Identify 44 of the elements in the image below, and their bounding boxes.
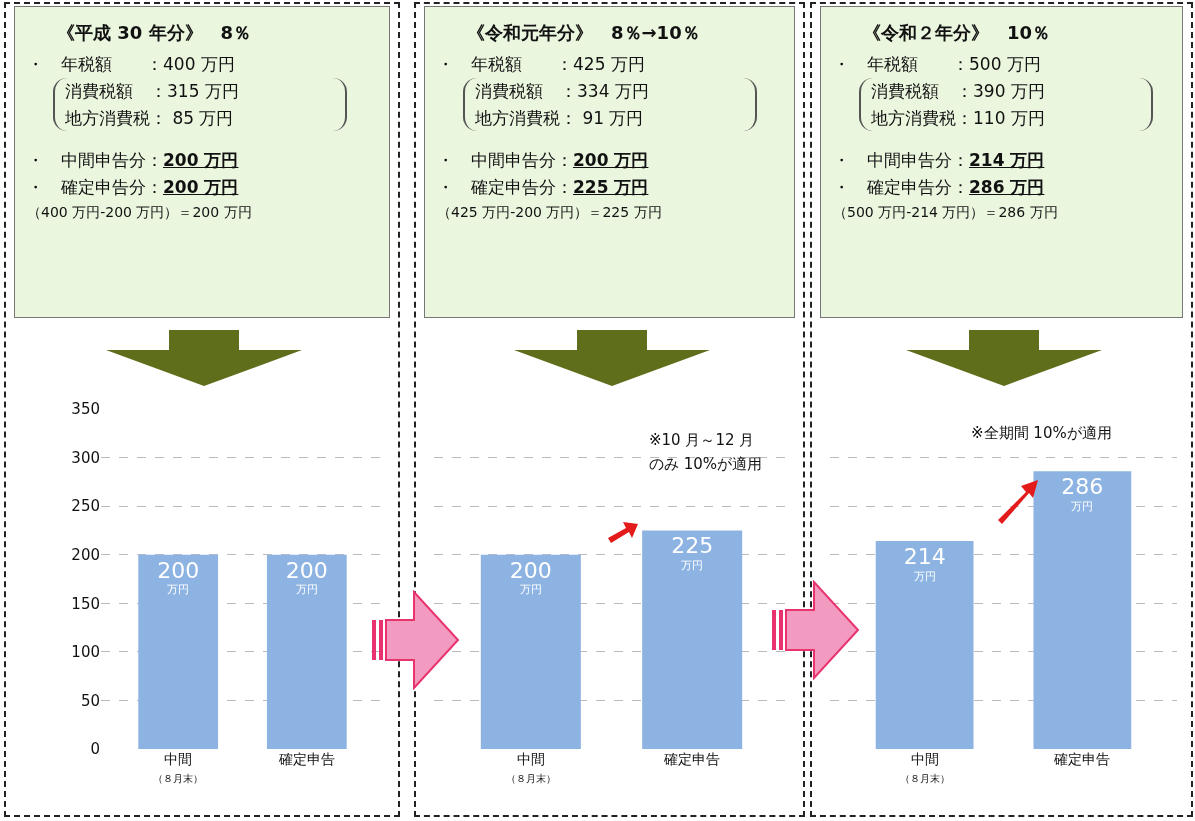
text: ・ 年税額 ：400 万円 [27, 53, 236, 76]
chart-title: 《平成 30 年分》 8％ [57, 21, 253, 45]
text: ・ 確定申告分：200 万円 [27, 176, 240, 199]
y-tick-label: 250 [71, 497, 100, 516]
text: 消費税額 ：390 万円 [871, 80, 1046, 103]
x-tick-label: 確定申告 [1053, 751, 1111, 767]
x-tick-label: 中間（８月末） [153, 751, 204, 785]
text: 地方消費税：110 万円 [871, 107, 1046, 130]
data-label: 200 万円 [509, 557, 552, 597]
data-label: 200 万円 [157, 557, 200, 597]
text: ・ 年税額 ：425 万円 [437, 53, 646, 76]
text: 消費税額 ：315 万円 [65, 80, 240, 103]
data-label: 286 万円 [1061, 474, 1104, 513]
x-tick-label: 確定申告 [663, 751, 721, 767]
x-tick-label: 確定申告 [277, 751, 335, 767]
y-tick-label: 100 [71, 643, 100, 662]
chart-title: 《令和元年分》 8％→10％ [467, 21, 701, 45]
text: 地方消費税： 85 万円 [65, 107, 235, 130]
y-tick-label: 150 [71, 594, 100, 613]
text: （425 万円-200 万円）＝225 万円 [437, 204, 663, 222]
y-tick-label: 0 [90, 740, 100, 759]
y-tick-label: 50 [80, 691, 100, 710]
text: ・ 中間申告分：214 万円 [833, 149, 1046, 172]
text: ・ 確定申告分：225 万円 [437, 176, 650, 199]
y-tick-label: 200 [71, 545, 100, 564]
data-label: 214 万円 [903, 544, 946, 583]
x-tick-label: 中間（８月末） [899, 751, 950, 785]
text: 地方消費税： 91 万円 [475, 107, 645, 130]
data-label: 225 万円 [671, 533, 714, 573]
annotation: ※全期間 10%が適用 [971, 424, 1112, 442]
text: （500 万円-214 万円）＝286 万円 [833, 204, 1059, 222]
annotation: のみ 10%が適用 [649, 455, 763, 473]
text: ・ 中間申告分：200 万円 [437, 149, 650, 172]
text: （400 万円-200 万円）＝200 万円 [27, 204, 253, 222]
y-tick-label: 350 [71, 400, 100, 419]
data-label: 200 万円 [285, 557, 328, 597]
annotation: ※10 月～12 月 [649, 431, 755, 449]
x-tick-label: 中間（８月末） [505, 751, 556, 785]
y-tick-label: 300 [71, 448, 100, 467]
chart-title: 《令和２年分》 10％ [863, 21, 1052, 45]
text: ・ 確定申告分：286 万円 [833, 176, 1046, 199]
text: ・ 中間申告分：200 万円 [27, 149, 240, 172]
text: ・ 年税額 ：500 万円 [833, 53, 1042, 76]
text: 消費税額 ：334 万円 [475, 80, 650, 103]
